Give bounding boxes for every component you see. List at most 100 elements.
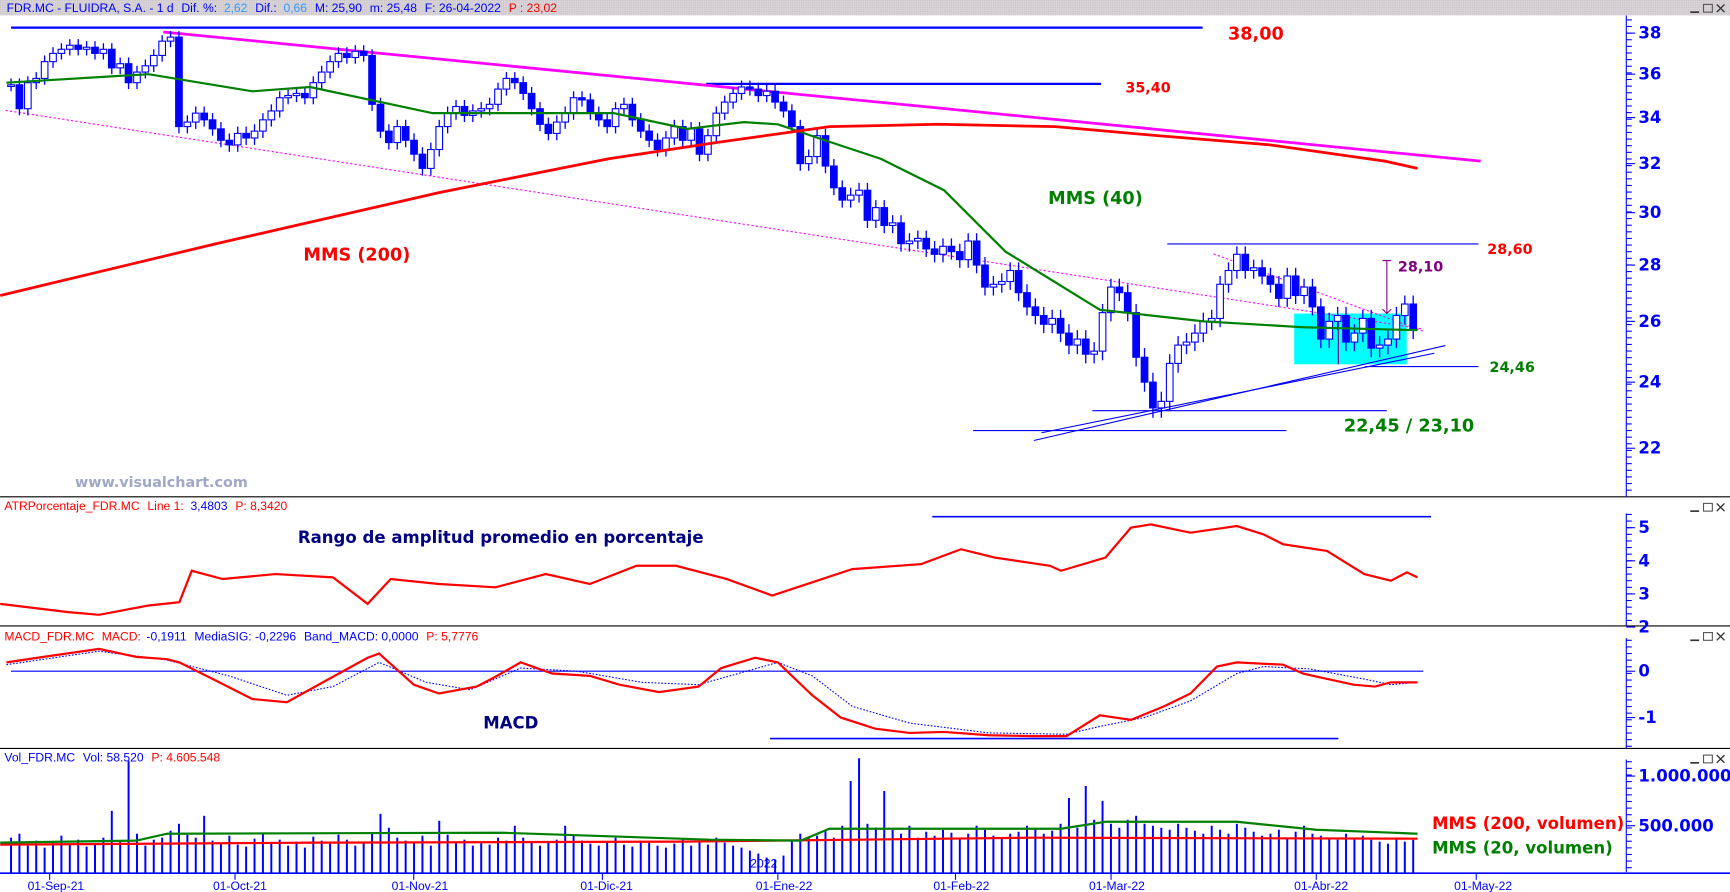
candle: [1174, 336, 1182, 373]
candle-body: [359, 50, 368, 56]
candle-body: [385, 130, 393, 144]
candle-body: [284, 95, 292, 99]
candle-body: [217, 128, 225, 141]
candle-body: [1291, 275, 1300, 297]
candle: [620, 97, 628, 116]
candle: [947, 238, 956, 260]
candle-body: [762, 90, 771, 97]
candle: [754, 82, 763, 103]
candle: [1291, 267, 1300, 305]
candle-body: [813, 135, 821, 158]
candle: [1023, 284, 1031, 316]
candle-body: [771, 90, 779, 103]
maximize-icon[interactable]: [1702, 3, 1713, 13]
candle: [217, 122, 225, 148]
date-tick-label: 01-Nov-21: [392, 879, 449, 892]
close-icon[interactable]: [1716, 754, 1725, 764]
candle-body: [611, 108, 620, 128]
candle-body: [1367, 317, 1376, 349]
candle: [292, 86, 301, 103]
candle: [1375, 336, 1384, 358]
candle-body: [65, 44, 74, 50]
macd-value: -0,1911: [146, 629, 186, 643]
candle-body: [989, 283, 998, 288]
candle-body: [830, 165, 838, 189]
candle-body: [460, 105, 469, 116]
candle-body: [1258, 267, 1266, 277]
candle: [1266, 267, 1275, 293]
title-bar: [0, 0, 1730, 16]
candle: [771, 84, 779, 109]
candle-body: [804, 156, 813, 165]
candle-body: [1249, 267, 1258, 272]
vol-name: Vol_FDR.MC: [4, 751, 75, 765]
candle-body: [368, 54, 376, 105]
candle: [1140, 348, 1149, 392]
candle-body: [729, 92, 737, 103]
candle-body: [7, 84, 15, 88]
arrow-head-icon: [1382, 259, 1392, 315]
candle-body: [1409, 303, 1418, 331]
candle: [23, 76, 32, 116]
candle: [1333, 306, 1342, 331]
candle: [888, 215, 897, 234]
date-tick-label: 01-Mar-22: [1089, 879, 1145, 892]
candle: [636, 113, 645, 138]
axis-tick-label: -1: [1638, 708, 1656, 727]
macd-band: Band_MACD: 0,0000: [304, 629, 419, 643]
macd-signal-line: [6, 650, 1418, 735]
maximize-icon[interactable]: [1702, 754, 1713, 764]
candle-body: [410, 139, 418, 155]
candle: [124, 57, 133, 90]
close-icon[interactable]: [1716, 632, 1725, 641]
candle: [955, 243, 964, 268]
candle-body: [905, 240, 914, 245]
atr-name: ATRPorcentaje_FDR.MC: [4, 499, 139, 513]
candle: [913, 230, 922, 249]
candle-body: [863, 189, 872, 221]
candle-body: [1182, 341, 1191, 346]
candle-body: [1191, 332, 1199, 343]
candle-body: [1090, 350, 1099, 355]
axis-tick-label: 4: [1638, 551, 1650, 570]
candle: [838, 180, 847, 208]
candle: [91, 41, 99, 60]
candle-body: [544, 123, 553, 134]
candle: [175, 31, 183, 134]
candle: [662, 131, 670, 157]
candle-body: [183, 121, 192, 128]
candle-body: [1392, 314, 1401, 340]
date-tick-label: 01-Sep-21: [28, 879, 85, 892]
label-2810: 28,10: [1398, 260, 1443, 276]
candle: [1031, 298, 1040, 325]
axis-tick-label: 30: [1638, 203, 1661, 222]
candle: [1165, 354, 1174, 412]
min: m: 25,48: [370, 1, 417, 15]
candle-body: [1123, 292, 1132, 314]
candle-body: [645, 130, 654, 141]
candle: [99, 43, 108, 60]
candle: [813, 128, 821, 164]
atr-line-value: 3,4803: [190, 499, 227, 513]
candle: [477, 102, 486, 118]
candle-body: [796, 126, 805, 165]
candle: [905, 233, 914, 252]
maximize-icon[interactable]: [1702, 502, 1713, 512]
candle: [1207, 309, 1216, 331]
candle-body: [838, 187, 847, 201]
maximize-icon[interactable]: [1702, 632, 1713, 641]
close-icon[interactable]: [1716, 3, 1725, 13]
close-icon[interactable]: [1716, 502, 1725, 512]
candle-body: [670, 126, 679, 139]
candle: [729, 86, 737, 109]
candle-body: [1107, 286, 1115, 314]
candle: [964, 233, 973, 268]
candle-body: [309, 82, 318, 99]
dif: 0,66: [283, 1, 307, 15]
candle-body: [536, 108, 544, 125]
volume-header: Vol_FDR.MC Vol: 58.520 P: 4.605.548: [4, 751, 220, 765]
candle-body: [527, 92, 536, 110]
axis-tick-label: 22: [1638, 439, 1661, 458]
candle: [930, 241, 939, 263]
candle: [133, 65, 141, 90]
